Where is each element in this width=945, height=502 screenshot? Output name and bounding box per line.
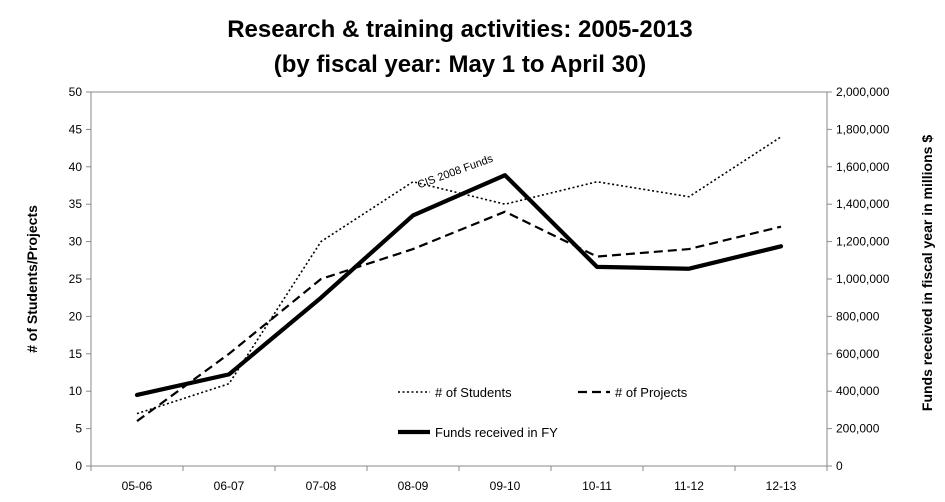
- x-axis-tick-label: 09-10: [490, 479, 521, 493]
- left-axis-tick-label: 50: [69, 85, 83, 99]
- left-axis-tick-label: 0: [75, 459, 82, 473]
- series-layer: [134, 136, 784, 423]
- x-axis-tick-label: 10-11: [582, 479, 612, 493]
- series-line-of-students: [136, 136, 782, 415]
- x-axis-tick-label: 08-09: [398, 479, 429, 493]
- x-axis-tick-label: 12-13: [766, 479, 797, 493]
- series-line-of-projects: [136, 210, 782, 423]
- right-axis-tick-label: 1,600,000: [836, 160, 890, 174]
- left-axis-tick-label: 20: [69, 309, 83, 323]
- legend-label-of-students: # of Students: [435, 385, 512, 400]
- right-axis-tick-label: 1,800,000: [836, 122, 890, 136]
- left-axis-tick-label: 10: [69, 384, 83, 398]
- x-axis-tick-label: 07-08: [306, 479, 337, 493]
- left-axis-tick-label: 30: [69, 235, 83, 249]
- left-axis-tick-label: 25: [69, 272, 83, 286]
- right-axis-tick-label: 2,000,000: [836, 85, 890, 99]
- legend-label-funds-received-in-fy: Funds received in FY: [435, 425, 558, 440]
- x-axis-tick-label: 05-06: [122, 479, 153, 493]
- left-axis-tick-label: 40: [69, 160, 83, 174]
- right-axis-title: Funds received in fiscal year in million…: [919, 135, 935, 411]
- x-axis: 05-06 06-07 07-08 08-09 09-10 10-11 11-12 12-13: [90, 466, 828, 493]
- left-axis-tick-label: 35: [69, 197, 83, 211]
- left-axis-title: # of Students/Projects: [24, 205, 40, 353]
- chart-title: Research & training activities: 2005-201…: [227, 16, 693, 43]
- chart-subtitle: (by fiscal year: May 1 to April 30): [274, 51, 647, 78]
- x-axis-tick-label: 11-12: [674, 479, 704, 493]
- left-axis: 0 5 10 15 20 25 30 35 40 45 50: [69, 85, 91, 473]
- left-axis-tick-label: 5: [75, 422, 82, 436]
- right-axis-tick-label: 400,000: [836, 384, 880, 398]
- left-axis-tick-label: 45: [69, 122, 83, 136]
- legend-label-of-projects: # of Projects: [615, 385, 688, 400]
- right-axis-tick-label: 800,000: [836, 309, 880, 323]
- right-axis: 0 200,000 400,000 600,000 800,000 1,000,000 1,…: [827, 85, 890, 473]
- right-axis-tick-label: 1,400,000: [836, 197, 890, 211]
- right-axis-tick-label: 0: [836, 459, 843, 473]
- right-axis-tick-label: 1,200,000: [836, 235, 890, 249]
- right-axis-tick-label: 1,000,000: [836, 272, 890, 286]
- right-axis-tick-label: 200,000: [836, 422, 880, 436]
- left-axis-tick-label: 15: [69, 347, 83, 361]
- series-line-funds-received-in-fy: [134, 173, 784, 398]
- x-axis-tick-label: 06-07: [214, 479, 245, 493]
- right-axis-tick-label: 600,000: [836, 347, 880, 361]
- legend: # of Students # of Projects Funds received…: [398, 385, 688, 440]
